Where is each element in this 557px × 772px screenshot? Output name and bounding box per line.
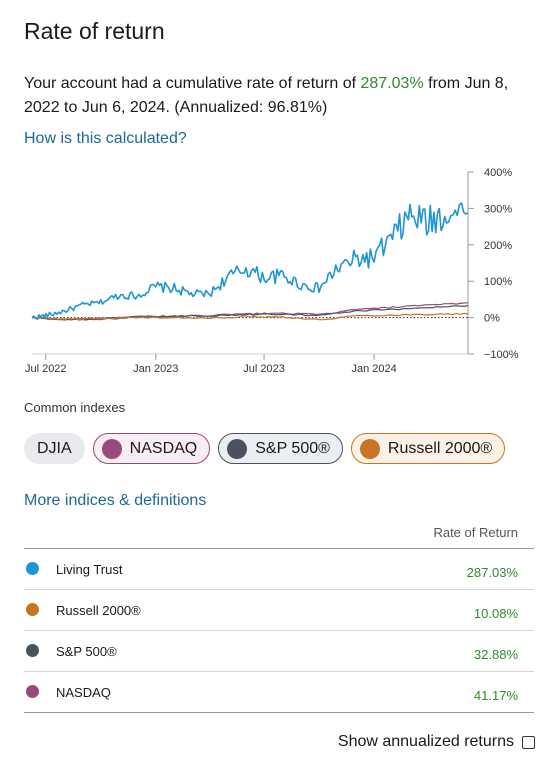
more-indices-link[interactable]: More indices & definitions bbox=[24, 492, 207, 509]
row-name: Living Trust bbox=[56, 562, 123, 577]
common-indexes-label: Common indexes bbox=[24, 400, 126, 415]
summary-suffix: from Jun 8, 2022 to Jun 6, 2024. (Annual… bbox=[24, 75, 509, 116]
series-line-russell-2000- bbox=[31, 312, 469, 321]
table-row: S&P 500® 32.88% bbox=[24, 631, 534, 672]
x-tick-label: Jul 2022 bbox=[25, 363, 67, 375]
row-name: NASDAQ bbox=[56, 685, 111, 700]
x-tick-label: Jul 2023 bbox=[243, 363, 285, 375]
annualized-toggle[interactable]: Show annualized returns bbox=[338, 733, 535, 751]
chip-label: DJIA bbox=[37, 439, 72, 457]
y-tick-label: 300% bbox=[484, 203, 512, 215]
row-name: Russell 2000® bbox=[56, 603, 141, 618]
row-value: 32.88% bbox=[473, 647, 518, 662]
cumulative-return-value: 287.03% bbox=[360, 75, 424, 92]
series-line-living-trust bbox=[31, 202, 469, 320]
sp500-color-dot bbox=[227, 438, 248, 459]
nasdaq-color-dot bbox=[101, 438, 122, 459]
chart-axes bbox=[32, 171, 474, 360]
returns-table: Living Trust 287.03% Russell 2000® 10.08… bbox=[24, 548, 534, 713]
russell-color-dot bbox=[359, 438, 380, 459]
page-title: Rate of return bbox=[24, 18, 165, 44]
rate-of-return-chart: 400% 300% 200% 100% 0% −100% Jul 2022 Jan 2023 J… bbox=[25, 167, 519, 375]
annualized-checkbox[interactable] bbox=[522, 735, 535, 749]
chip-sp500[interactable]: S&P 500® bbox=[218, 433, 343, 464]
series-line-nasdaq bbox=[31, 302, 469, 321]
y-tick-label: −100% bbox=[484, 349, 519, 361]
series-color-dot bbox=[26, 644, 39, 657]
row-value: 41.17% bbox=[473, 688, 518, 703]
chip-russell2000[interactable]: Russell 2000® bbox=[350, 433, 506, 464]
row-value: 287.03% bbox=[466, 565, 518, 580]
series-color-dot bbox=[26, 562, 39, 575]
chip-nasdaq[interactable]: NASDAQ bbox=[92, 433, 211, 464]
x-tick-label: Jan 2024 bbox=[351, 363, 396, 375]
summary-prefix: Your account had a cumulative rate of re… bbox=[24, 75, 361, 92]
chip-label: Russell 2000® bbox=[387, 439, 493, 457]
annualized-label: Show annualized returns bbox=[337, 733, 514, 750]
row-name: S&P 500® bbox=[56, 644, 117, 659]
return-summary: Your account had a cumulative rate of re… bbox=[24, 72, 534, 120]
table-row: NASDAQ 41.17% bbox=[24, 672, 534, 713]
index-chip-group: DJIA NASDAQ S&P 500® Russell 2000® bbox=[24, 433, 506, 464]
series-color-dot bbox=[26, 603, 39, 616]
chart-series bbox=[31, 202, 469, 321]
chip-label: NASDAQ bbox=[129, 439, 198, 457]
how-calculated-link[interactable]: How is this calculated? bbox=[24, 130, 187, 147]
y-tick-label: 100% bbox=[484, 276, 512, 288]
row-value: 10.08% bbox=[473, 606, 518, 621]
y-tick-label: 400% bbox=[484, 167, 512, 179]
y-tick-label: 200% bbox=[484, 240, 512, 252]
table-row: Russell 2000® 10.08% bbox=[24, 590, 534, 631]
x-tick-label: Jan 2023 bbox=[133, 363, 178, 375]
chart-tick-labels: 400% 300% 200% 100% 0% −100% Jul 2022 Jan 2023 J… bbox=[25, 167, 519, 375]
series-color-dot bbox=[26, 685, 39, 698]
chip-label: S&P 500® bbox=[255, 439, 330, 457]
chip-djia[interactable]: DJIA bbox=[24, 433, 85, 464]
table-row: Living Trust 287.03% bbox=[24, 549, 534, 590]
rate-of-return-header: Rate of Return bbox=[433, 525, 518, 540]
y-tick-label: 0% bbox=[484, 313, 500, 325]
